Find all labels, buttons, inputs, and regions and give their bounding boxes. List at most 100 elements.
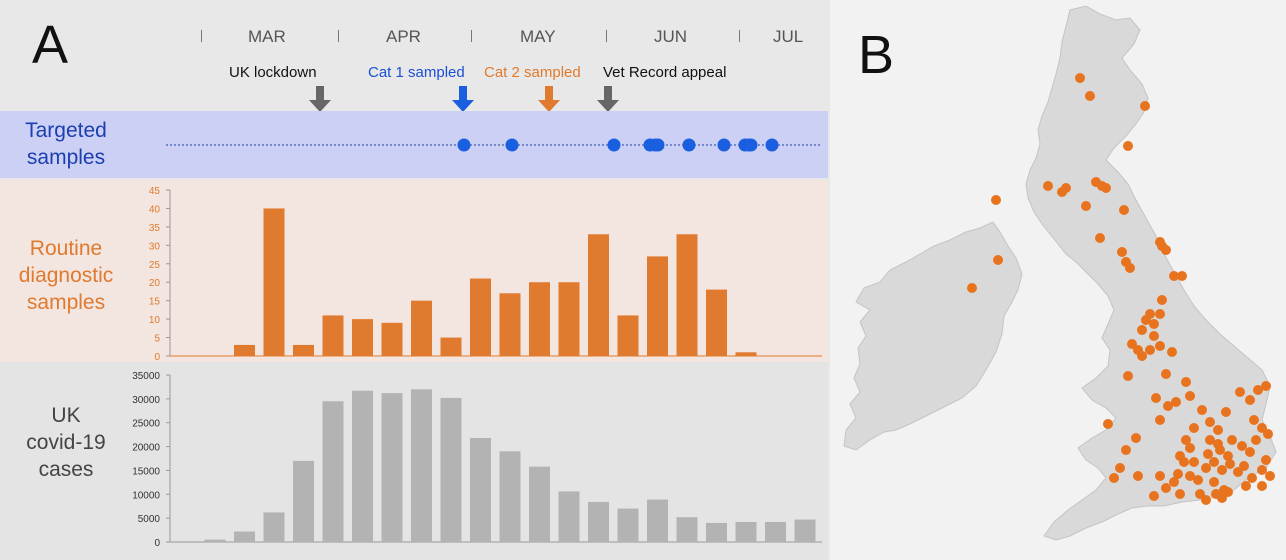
- sample-location-dot: [1181, 435, 1191, 445]
- y-tick-label: 10: [149, 315, 161, 326]
- panel-b-letter: B: [858, 25, 895, 85]
- bar: [352, 390, 373, 542]
- bar: [234, 531, 255, 542]
- targeted-sample-point: [717, 138, 731, 152]
- sample-location-dot: [1227, 435, 1237, 445]
- bar: [765, 521, 786, 542]
- sample-location-dot: [1109, 473, 1119, 483]
- month-label-jun: JUN: [654, 27, 688, 46]
- routine-band: Routine diagnostic samples 0 5 10 15 20 25 30 3…: [0, 180, 828, 362]
- sample-location-dot: [1261, 455, 1271, 465]
- sample-location-dot: [1145, 345, 1155, 355]
- sample-location-dot: [1263, 429, 1273, 439]
- sample-location-dot: [1265, 471, 1275, 481]
- covid-label-line: cases: [38, 458, 94, 481]
- sample-location-dot: [1189, 423, 1199, 433]
- bar: [676, 234, 698, 356]
- sample-location-dot: [1155, 341, 1165, 351]
- lockdown-arrow-icon: [309, 86, 331, 112]
- targeted-band: Targeted samples: [0, 111, 828, 178]
- sample-location-dot: [1085, 91, 1095, 101]
- bar: [706, 522, 727, 542]
- bar: [676, 517, 698, 542]
- targeted-samples-chart: [166, 138, 822, 152]
- sample-location-dot: [1239, 461, 1249, 471]
- sample-location-dot: [1201, 463, 1211, 473]
- sample-location-dot: [1203, 449, 1213, 459]
- covid-label-line: covid-19: [26, 431, 106, 454]
- y-tick-label: 30000: [132, 395, 160, 406]
- sample-location-dot: [1119, 205, 1129, 215]
- bar: [558, 282, 580, 356]
- month-label-may: MAY: [520, 27, 556, 46]
- sample-location-dot: [1161, 245, 1171, 255]
- bar: [647, 256, 668, 356]
- y-tick-label: 25: [149, 260, 161, 271]
- panel-a-letter: A: [32, 15, 69, 75]
- y-tick-label: 40: [149, 204, 161, 215]
- sample-location-dot: [1245, 395, 1255, 405]
- sample-location-dot: [1123, 371, 1133, 381]
- bar: [263, 208, 285, 356]
- sample-location-dot: [1185, 471, 1195, 481]
- sample-location-dot: [1173, 469, 1183, 479]
- sample-location-dot: [1237, 441, 1247, 451]
- sample-location-dot: [1161, 369, 1171, 379]
- sample-location-dot: [1257, 481, 1267, 491]
- sample-location-dot: [1185, 443, 1195, 453]
- sample-location-dot: [1225, 459, 1235, 469]
- sample-location-dot: [1175, 489, 1185, 499]
- sample-location-dot: [1161, 483, 1171, 493]
- routine-label: Routine diagnostic samples: [4, 235, 128, 316]
- sample-location-dot: [1251, 435, 1261, 445]
- sample-location-dot: [1169, 477, 1179, 487]
- sample-location-dot: [1175, 451, 1185, 461]
- sample-location-dot: [1169, 271, 1179, 281]
- bar: [381, 322, 403, 356]
- sample-location-dot: [1241, 481, 1251, 491]
- sample-locations: [967, 73, 1275, 505]
- sample-location-dot: [1193, 475, 1203, 485]
- month-tick: [739, 30, 740, 42]
- bar: [470, 278, 491, 356]
- sample-location-dot: [1095, 233, 1105, 243]
- bar: [234, 344, 255, 356]
- bar: [735, 352, 757, 356]
- bar: [558, 491, 580, 542]
- y-tick-label: 20: [149, 278, 161, 289]
- y-tick-label: 35: [149, 223, 161, 234]
- sample-location-dot: [1101, 183, 1111, 193]
- bar: [263, 512, 285, 542]
- routine-label-line: diagnostic: [18, 264, 114, 287]
- sample-location-dot: [1061, 183, 1071, 193]
- panel-a: A MAR APR MAY JUN JUL UK lockdown Cat 1 …: [0, 15, 828, 549]
- bar: [617, 508, 639, 542]
- sample-location-dot: [1141, 315, 1151, 325]
- routine-label-line: Routine: [29, 237, 103, 260]
- sample-location-dot: [1137, 325, 1147, 335]
- targeted-sample-point: [682, 138, 696, 152]
- cat1-arrow-icon: [452, 86, 474, 112]
- sample-location-dot: [1151, 393, 1161, 403]
- sample-location-dot: [967, 283, 977, 293]
- sample-location-dot: [1103, 419, 1113, 429]
- sample-location-dot: [1205, 417, 1215, 427]
- bar: [588, 234, 609, 356]
- sample-location-dot: [993, 255, 1003, 265]
- bar: [352, 319, 373, 356]
- sample-location-dot: [1121, 445, 1131, 455]
- bar: [411, 389, 432, 542]
- sample-location-dot: [1171, 397, 1181, 407]
- event-label-vet-record: Vet Record appeal: [603, 64, 727, 81]
- targeted-sample-point: [765, 138, 779, 152]
- targeted-label-line: Targeted: [25, 119, 107, 142]
- sample-location-dot: [1213, 439, 1223, 449]
- sample-location-dot: [1123, 141, 1133, 151]
- sample-location-dot: [1181, 377, 1191, 387]
- y-tick-label: 0: [154, 352, 160, 362]
- month-tick: [338, 30, 339, 42]
- great-britain-landmass: [1025, 5, 1277, 541]
- sample-location-dot: [1140, 101, 1150, 111]
- y-tick-label: 0: [154, 538, 160, 549]
- sample-location-dot: [1197, 405, 1207, 415]
